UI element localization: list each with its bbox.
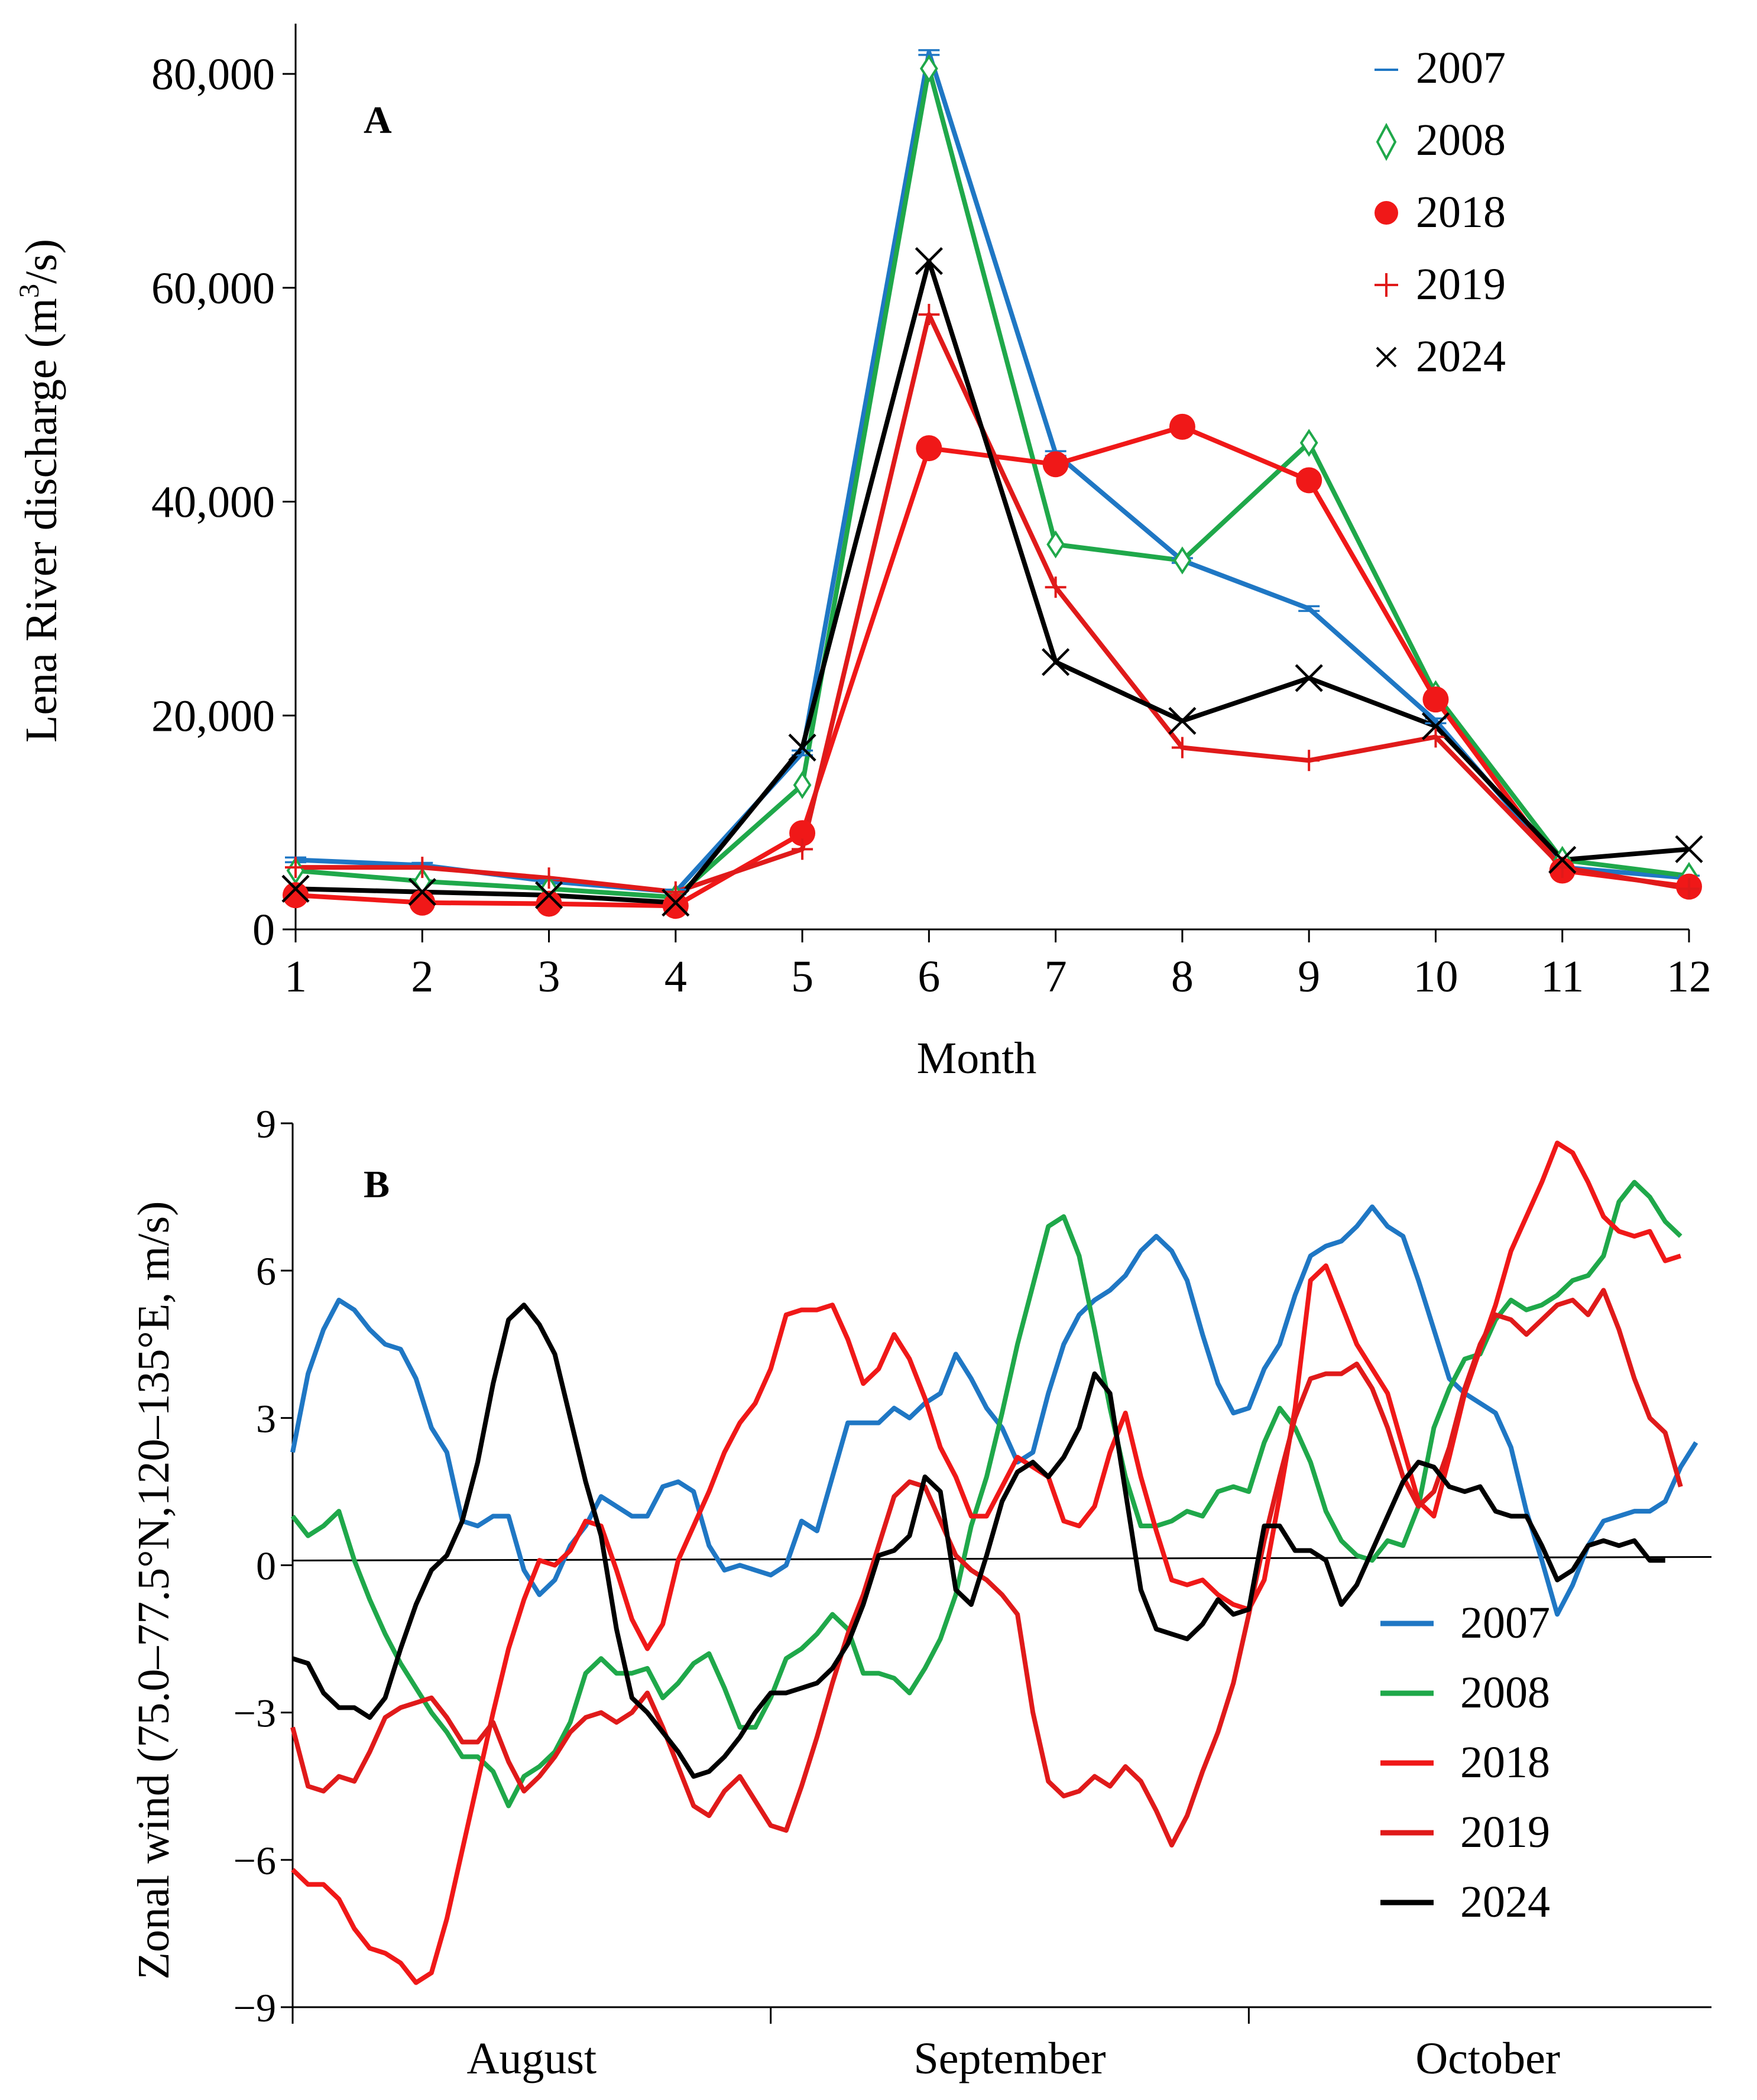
- panel-b-y-tick-label: −3: [234, 1691, 276, 1736]
- point-2018-m5: [789, 820, 816, 847]
- panel-b-y-tick-label: −9: [234, 1985, 276, 2030]
- panel-a-series: [281, 49, 1703, 919]
- point-2024-m9-b: [1295, 664, 1323, 692]
- series-line-2024: [291, 1302, 1665, 1779]
- point-2024-m2-b: [408, 878, 436, 906]
- panel-b-legend: 2007 2008 2018 2019 2024: [1380, 1598, 1550, 1927]
- point-2024-m6-b: [915, 247, 943, 276]
- panel-b-y-tick-label: 3: [256, 1396, 276, 1441]
- point-2024-m8-b: [1168, 707, 1197, 735]
- panel-a-x-tick-label: 6: [918, 952, 940, 1002]
- panel-a-y-axis-label: Lena River discharge (m3/s): [14, 239, 66, 743]
- point-2008-m6: [919, 54, 938, 83]
- legend-label-2018: 2018: [1416, 187, 1506, 237]
- point-2008-m9: [1299, 429, 1318, 457]
- point-2018-m4: [662, 893, 689, 919]
- legend-label-2008: 2008: [1460, 1668, 1550, 1717]
- panel-b-y-tick-label: 0: [256, 1544, 276, 1589]
- panel-a-y-tick-label: 0: [252, 905, 275, 955]
- panel-a-x-tick-label: 12: [1667, 952, 1711, 1002]
- series-line-2008: [290, 1179, 1683, 1809]
- point-2024-m10-b: [1421, 712, 1450, 740]
- legend-label-2024: 2024: [1460, 1877, 1550, 1927]
- legend-label-2008: 2008: [1416, 115, 1506, 165]
- panel-b-y-tick-label: 9: [256, 1101, 276, 1146]
- panel-a-x-tick-label: 1: [284, 952, 307, 1002]
- panel-b-month-label: September: [914, 2034, 1106, 2083]
- panel-a-y-tick-label: 20,000: [151, 691, 275, 741]
- point-2024-m3-b: [534, 881, 563, 909]
- series-line-2024: [295, 258, 1690, 905]
- point-2018-m1: [283, 882, 309, 909]
- legend-marker-2018: [1375, 201, 1398, 225]
- panel-b-label: B: [364, 1163, 390, 1206]
- legend-label-2007: 2007: [1416, 43, 1506, 93]
- panel-b-axes: 9 6 3 0 −3 −6 −9 August September October: [234, 1101, 1712, 2083]
- point-2018-m10: [1422, 686, 1449, 713]
- legend-label-2018: 2018: [1460, 1738, 1550, 1787]
- panel-b-month-label: October: [1415, 2034, 1560, 2083]
- legend-label-2019: 2019: [1460, 1807, 1550, 1857]
- panel-b-y-axis-label: Zonal wind (75.0–77.5°N,120–135°E, m/s): [129, 1201, 179, 1980]
- point-2024-m12-b: [1675, 835, 1703, 863]
- panel-a-x-tick-label: 3: [538, 952, 560, 1002]
- y-axis-label-end: /s): [17, 239, 66, 284]
- point-2024-m7-b: [1042, 648, 1070, 676]
- panel-a-x-tick-label: 4: [664, 952, 687, 1002]
- point-2024-m1-b: [281, 874, 310, 903]
- panel-a-x-tick-label: 5: [791, 952, 813, 1002]
- point-2024-m4-b: [662, 889, 690, 917]
- point-2018-m3: [536, 890, 562, 917]
- panel-a-legend: 2007 2008 2018 2019 2024: [1375, 43, 1506, 381]
- series-line-2018: [295, 424, 1690, 909]
- panel-a-y-tick-label: 60,000: [151, 264, 275, 313]
- panel-a-x-tick-label: 11: [1541, 952, 1584, 1002]
- panel-b-y-tick-label: 6: [256, 1249, 276, 1294]
- panel-a-y-tick-label: 80,000: [151, 50, 275, 99]
- panel-b-zero-line: [292, 1556, 1712, 1561]
- point-2018-m9: [1296, 467, 1322, 494]
- legend-marker-2024-b: [1376, 346, 1397, 368]
- series-line-2018: [291, 1140, 1682, 1985]
- point-2024-m5-b: [788, 733, 816, 762]
- point-2008-m5: [793, 771, 812, 799]
- panel-a-x-axis-label: Month: [917, 1033, 1037, 1083]
- y-axis-label-main: Lena River discharge (m: [17, 298, 66, 743]
- point-2018-m2: [409, 889, 436, 916]
- panel-a-label: A: [364, 99, 392, 142]
- series-line-2019: [290, 1288, 1683, 1848]
- legend-label-2007: 2007: [1460, 1598, 1550, 1648]
- panel-b-y-tick-label: −6: [234, 1838, 276, 1883]
- series-line-2019: [296, 312, 1690, 895]
- point-2018-m7: [1042, 451, 1069, 478]
- legend-label-2024: 2024: [1416, 332, 1506, 381]
- point-2018-m6: [916, 435, 942, 462]
- series-line-2008: [295, 66, 1690, 900]
- legend-label-2019: 2019: [1416, 260, 1506, 309]
- panel-a-x-tick-label: 9: [1298, 952, 1320, 1002]
- series-line-2007: [290, 1204, 1698, 1617]
- legend-marker-2008: [1376, 122, 1397, 161]
- panel-a-x-tick-label: 7: [1045, 952, 1067, 1002]
- panel-a-x-tick-label: 2: [411, 952, 433, 1002]
- panel-b-series: [290, 1140, 1698, 1985]
- point-2008-m7: [1046, 530, 1065, 559]
- series-line-2007: [295, 50, 1690, 895]
- panel-a-y-tick-label: 40,000: [151, 478, 275, 527]
- panel-a-x-tick-label: 8: [1171, 952, 1194, 1002]
- y-axis-label-superscript: 3: [14, 284, 45, 298]
- panel-a-x-tick-label: 10: [1413, 952, 1458, 1002]
- panel-b-month-label: August: [467, 2034, 597, 2083]
- point-2024-m11-b: [1548, 845, 1577, 874]
- point-2018-m8: [1169, 413, 1195, 440]
- point-2008-m8: [1173, 546, 1192, 575]
